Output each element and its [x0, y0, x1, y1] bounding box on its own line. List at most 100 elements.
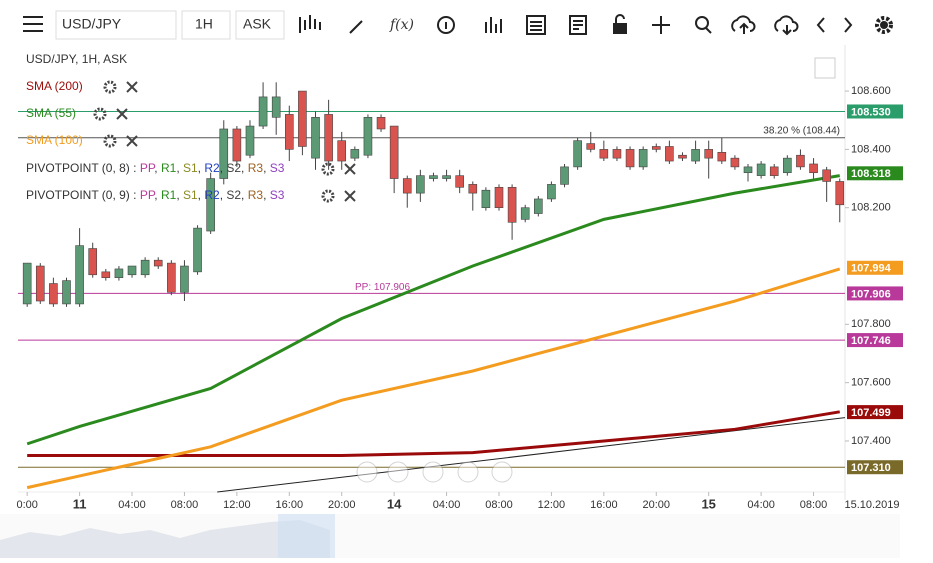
x-tick-label: 11	[73, 496, 87, 511]
sma-line	[26, 267, 841, 490]
candle-body	[783, 157, 792, 174]
navigator	[0, 514, 900, 558]
indicator-text: R2	[204, 188, 220, 202]
indicator-text: ,	[154, 188, 161, 202]
candle-body	[402, 178, 412, 194]
indicator-text: PP	[140, 161, 156, 175]
settings-button[interactable]	[875, 16, 893, 34]
menu-button[interactable]	[23, 16, 43, 32]
indicator-text: ,	[263, 188, 270, 202]
navigator-window[interactable]	[278, 514, 335, 558]
indicators-button[interactable]	[485, 17, 502, 33]
scroll-right[interactable]	[491, 461, 513, 483]
last-value-box	[847, 260, 903, 275]
last-value-box	[847, 166, 903, 181]
candle-body	[743, 166, 753, 174]
candle-body	[62, 280, 71, 305]
candle-body	[468, 184, 478, 194]
candle-body	[455, 175, 464, 188]
candle-body	[35, 265, 45, 302]
upload-button[interactable]	[731, 15, 756, 34]
candle-body	[416, 175, 425, 194]
remove-icon[interactable]	[344, 190, 356, 202]
last-value-label: 107.499	[851, 407, 891, 419]
indicator-text: R1	[161, 188, 177, 202]
indicator-name: PIVOTPOINT (0, 8) : PP, R1, S1, R2, S2, …	[26, 161, 285, 175]
indicator-text: R2	[204, 161, 220, 175]
candle-body	[599, 149, 609, 159]
candle-body	[507, 186, 517, 223]
side-button[interactable]	[235, 10, 285, 40]
function-button[interactable]: f(x)	[389, 17, 414, 33]
news-button[interactable]	[569, 15, 587, 35]
forward-button[interactable]	[844, 17, 853, 33]
crosshair-button[interactable]	[652, 16, 670, 34]
candle-body	[730, 157, 740, 168]
indicator-text: ,	[241, 161, 248, 175]
x-tick-label: 04:00	[433, 499, 461, 511]
level-label-box	[847, 286, 903, 301]
candle-body	[796, 154, 805, 168]
remove-icon[interactable]	[126, 81, 138, 93]
legend-entry: SMA (55)	[26, 106, 76, 120]
settings-icon[interactable]	[321, 162, 335, 176]
reset[interactable]	[422, 461, 444, 483]
lock-button[interactable]	[613, 14, 627, 34]
indicator-text: :	[133, 188, 140, 202]
download-button[interactable]	[774, 15, 799, 36]
popout-button[interactable]	[814, 57, 836, 79]
settings-icon[interactable]	[103, 80, 117, 94]
settings-icon[interactable]	[103, 134, 117, 148]
candle-body	[140, 259, 150, 276]
x-tick-label: 14	[387, 496, 402, 511]
last-value-label: 108.318	[851, 168, 891, 180]
remove-icon[interactable]	[116, 108, 128, 120]
candle-body	[756, 163, 766, 176]
zoom-out[interactable]	[387, 461, 409, 483]
candle-body	[114, 268, 124, 278]
zoom-in[interactable]	[457, 461, 479, 483]
remove-icon[interactable]	[344, 163, 356, 175]
candle-body	[389, 125, 399, 179]
candle-body	[704, 149, 713, 159]
candle-body	[324, 114, 333, 162]
candle-body	[337, 140, 347, 162]
candle-body	[167, 262, 176, 293]
candle-body	[586, 143, 596, 150]
zoom-button[interactable]	[695, 16, 712, 34]
indicator-text: S2	[226, 188, 241, 202]
settings-icon[interactable]	[321, 189, 335, 203]
indicator-text: ,	[263, 161, 270, 175]
settings-icon[interactable]	[93, 107, 107, 121]
level-label: 107.746	[851, 335, 891, 347]
y-tick-label: 107.600	[851, 377, 891, 389]
x-tick-label: 20:00	[643, 499, 671, 511]
legend: USD/JPY, 1H, ASK SMA (200) SMA (55) SMA (1…	[26, 52, 356, 203]
indicator-text: ,	[220, 188, 227, 202]
calendar-button[interactable]	[526, 15, 546, 35]
candle-body	[494, 186, 504, 209]
interval-button[interactable]	[181, 10, 231, 40]
draw-button[interactable]	[349, 20, 363, 34]
interval: 1H	[195, 16, 213, 32]
symbol-button[interactable]	[55, 10, 177, 40]
candle-body	[363, 117, 373, 156]
scroll-left[interactable]	[356, 461, 378, 483]
indicator-text: :	[133, 161, 140, 175]
candle-type-button[interactable]	[299, 15, 321, 33]
info-button[interactable]	[437, 16, 455, 34]
x-tick-label: 12:00	[223, 499, 251, 511]
candle-body	[232, 128, 242, 162]
remove-icon[interactable]	[126, 135, 138, 147]
candle-body	[258, 96, 268, 127]
candle-body	[678, 154, 687, 159]
chart-title: USD/JPY, 1H, ASK	[26, 52, 127, 66]
back-button[interactable]	[816, 17, 825, 33]
candle-body	[573, 140, 582, 168]
candle-body	[717, 152, 727, 162]
y-tick-label: 107.800	[851, 318, 891, 330]
candle-body	[534, 198, 543, 214]
candle-body	[245, 125, 255, 156]
candle-body	[153, 259, 163, 267]
